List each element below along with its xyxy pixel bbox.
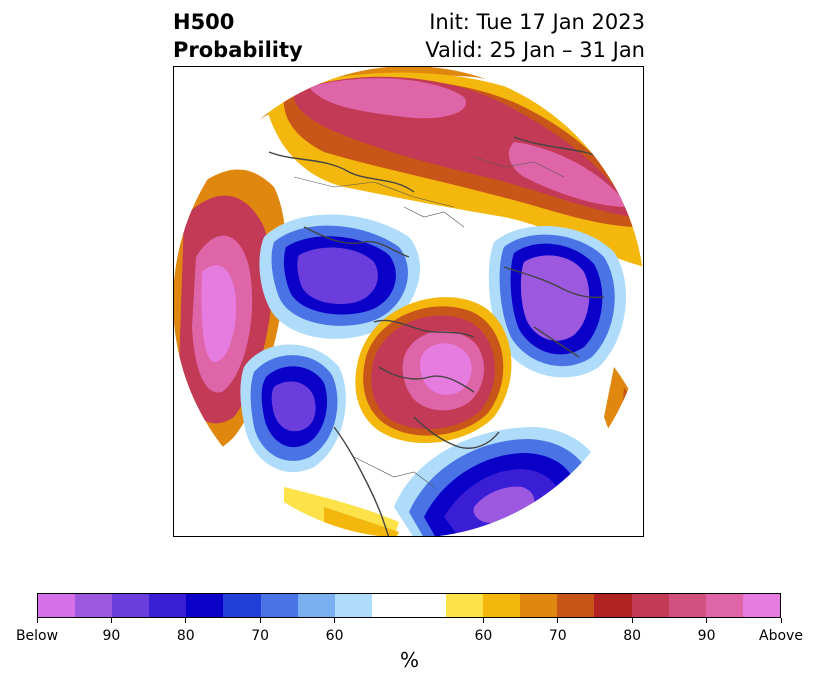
- colorbar-segment: [38, 594, 76, 617]
- colorbar-segment: [75, 594, 113, 617]
- east-pacific-trough: [271, 381, 316, 432]
- colorbar-segment: [594, 594, 632, 617]
- colorbar-segment: [186, 594, 224, 617]
- colorbar: [37, 593, 781, 618]
- valid-range: Valid: 25 Jan – 31 Jan: [425, 38, 645, 62]
- colorbar-tick: [780, 618, 782, 623]
- colorbar-tick-label: 90: [102, 628, 121, 644]
- title-left: H500 Probability: [173, 8, 303, 64]
- europe-trough: [520, 255, 590, 341]
- colorbar-segment: [371, 594, 409, 617]
- colorbar-segment: [112, 594, 150, 617]
- colorbar-segment: [705, 594, 743, 617]
- colorbar-segment: [520, 594, 558, 617]
- colorbar-tick-label: Above: [759, 628, 803, 644]
- colorbar-tick-label: 60: [325, 628, 344, 644]
- colorbar-tick: [334, 618, 336, 623]
- colorbar-segment: [260, 594, 298, 617]
- colorbar-tick: [482, 618, 484, 623]
- colorbar-segment: [334, 594, 372, 617]
- title-type: Probability: [173, 38, 303, 62]
- colorbar-tick-label: 70: [251, 628, 270, 644]
- colorbar-tick-label: 80: [176, 628, 195, 644]
- colorbar-tick-label: Below: [15, 628, 59, 644]
- colorbar-tick: [557, 618, 559, 623]
- colorbar-ticks: Below 90 80 70 60 60 70 80 90 Above: [0, 618, 819, 648]
- colorbar-tick: [631, 618, 633, 623]
- colorbar-tick: [706, 618, 708, 623]
- colorbar-tick-label: 90: [697, 628, 716, 644]
- bering-trough: [297, 247, 378, 305]
- map-svg: [174, 67, 643, 536]
- colorbar-tick: [36, 618, 38, 623]
- colorbar-tick-label: 80: [623, 628, 642, 644]
- colorbar-segment: [408, 594, 447, 617]
- colorbar-segment: [483, 594, 521, 617]
- country-borders: [293, 156, 565, 488]
- colorbar-segment: [297, 594, 335, 617]
- colorbar-tick: [185, 618, 187, 623]
- colorbar-tick-label: 60: [474, 628, 493, 644]
- colorbar-segment: [149, 594, 187, 617]
- colorbar-segment: [668, 594, 706, 617]
- colorbar-segment: [446, 594, 484, 617]
- colorbar-unit: %: [399, 648, 419, 672]
- init-date: Init: Tue 17 Jan 2023: [429, 10, 645, 34]
- title-variable: H500: [173, 10, 235, 34]
- colorbar-segment: [742, 594, 780, 617]
- colorbar-tick: [110, 618, 112, 623]
- title-right: Init: Tue 17 Jan 2023 Valid: 25 Jan – 31…: [425, 8, 645, 64]
- colorbar-tick-label: 70: [548, 628, 567, 644]
- colorbar-segment: [631, 594, 669, 617]
- probability-map: [173, 66, 644, 537]
- colorbar-segment: [557, 594, 595, 617]
- colorbar-segment: [223, 594, 261, 617]
- colorbar-tick: [259, 618, 261, 623]
